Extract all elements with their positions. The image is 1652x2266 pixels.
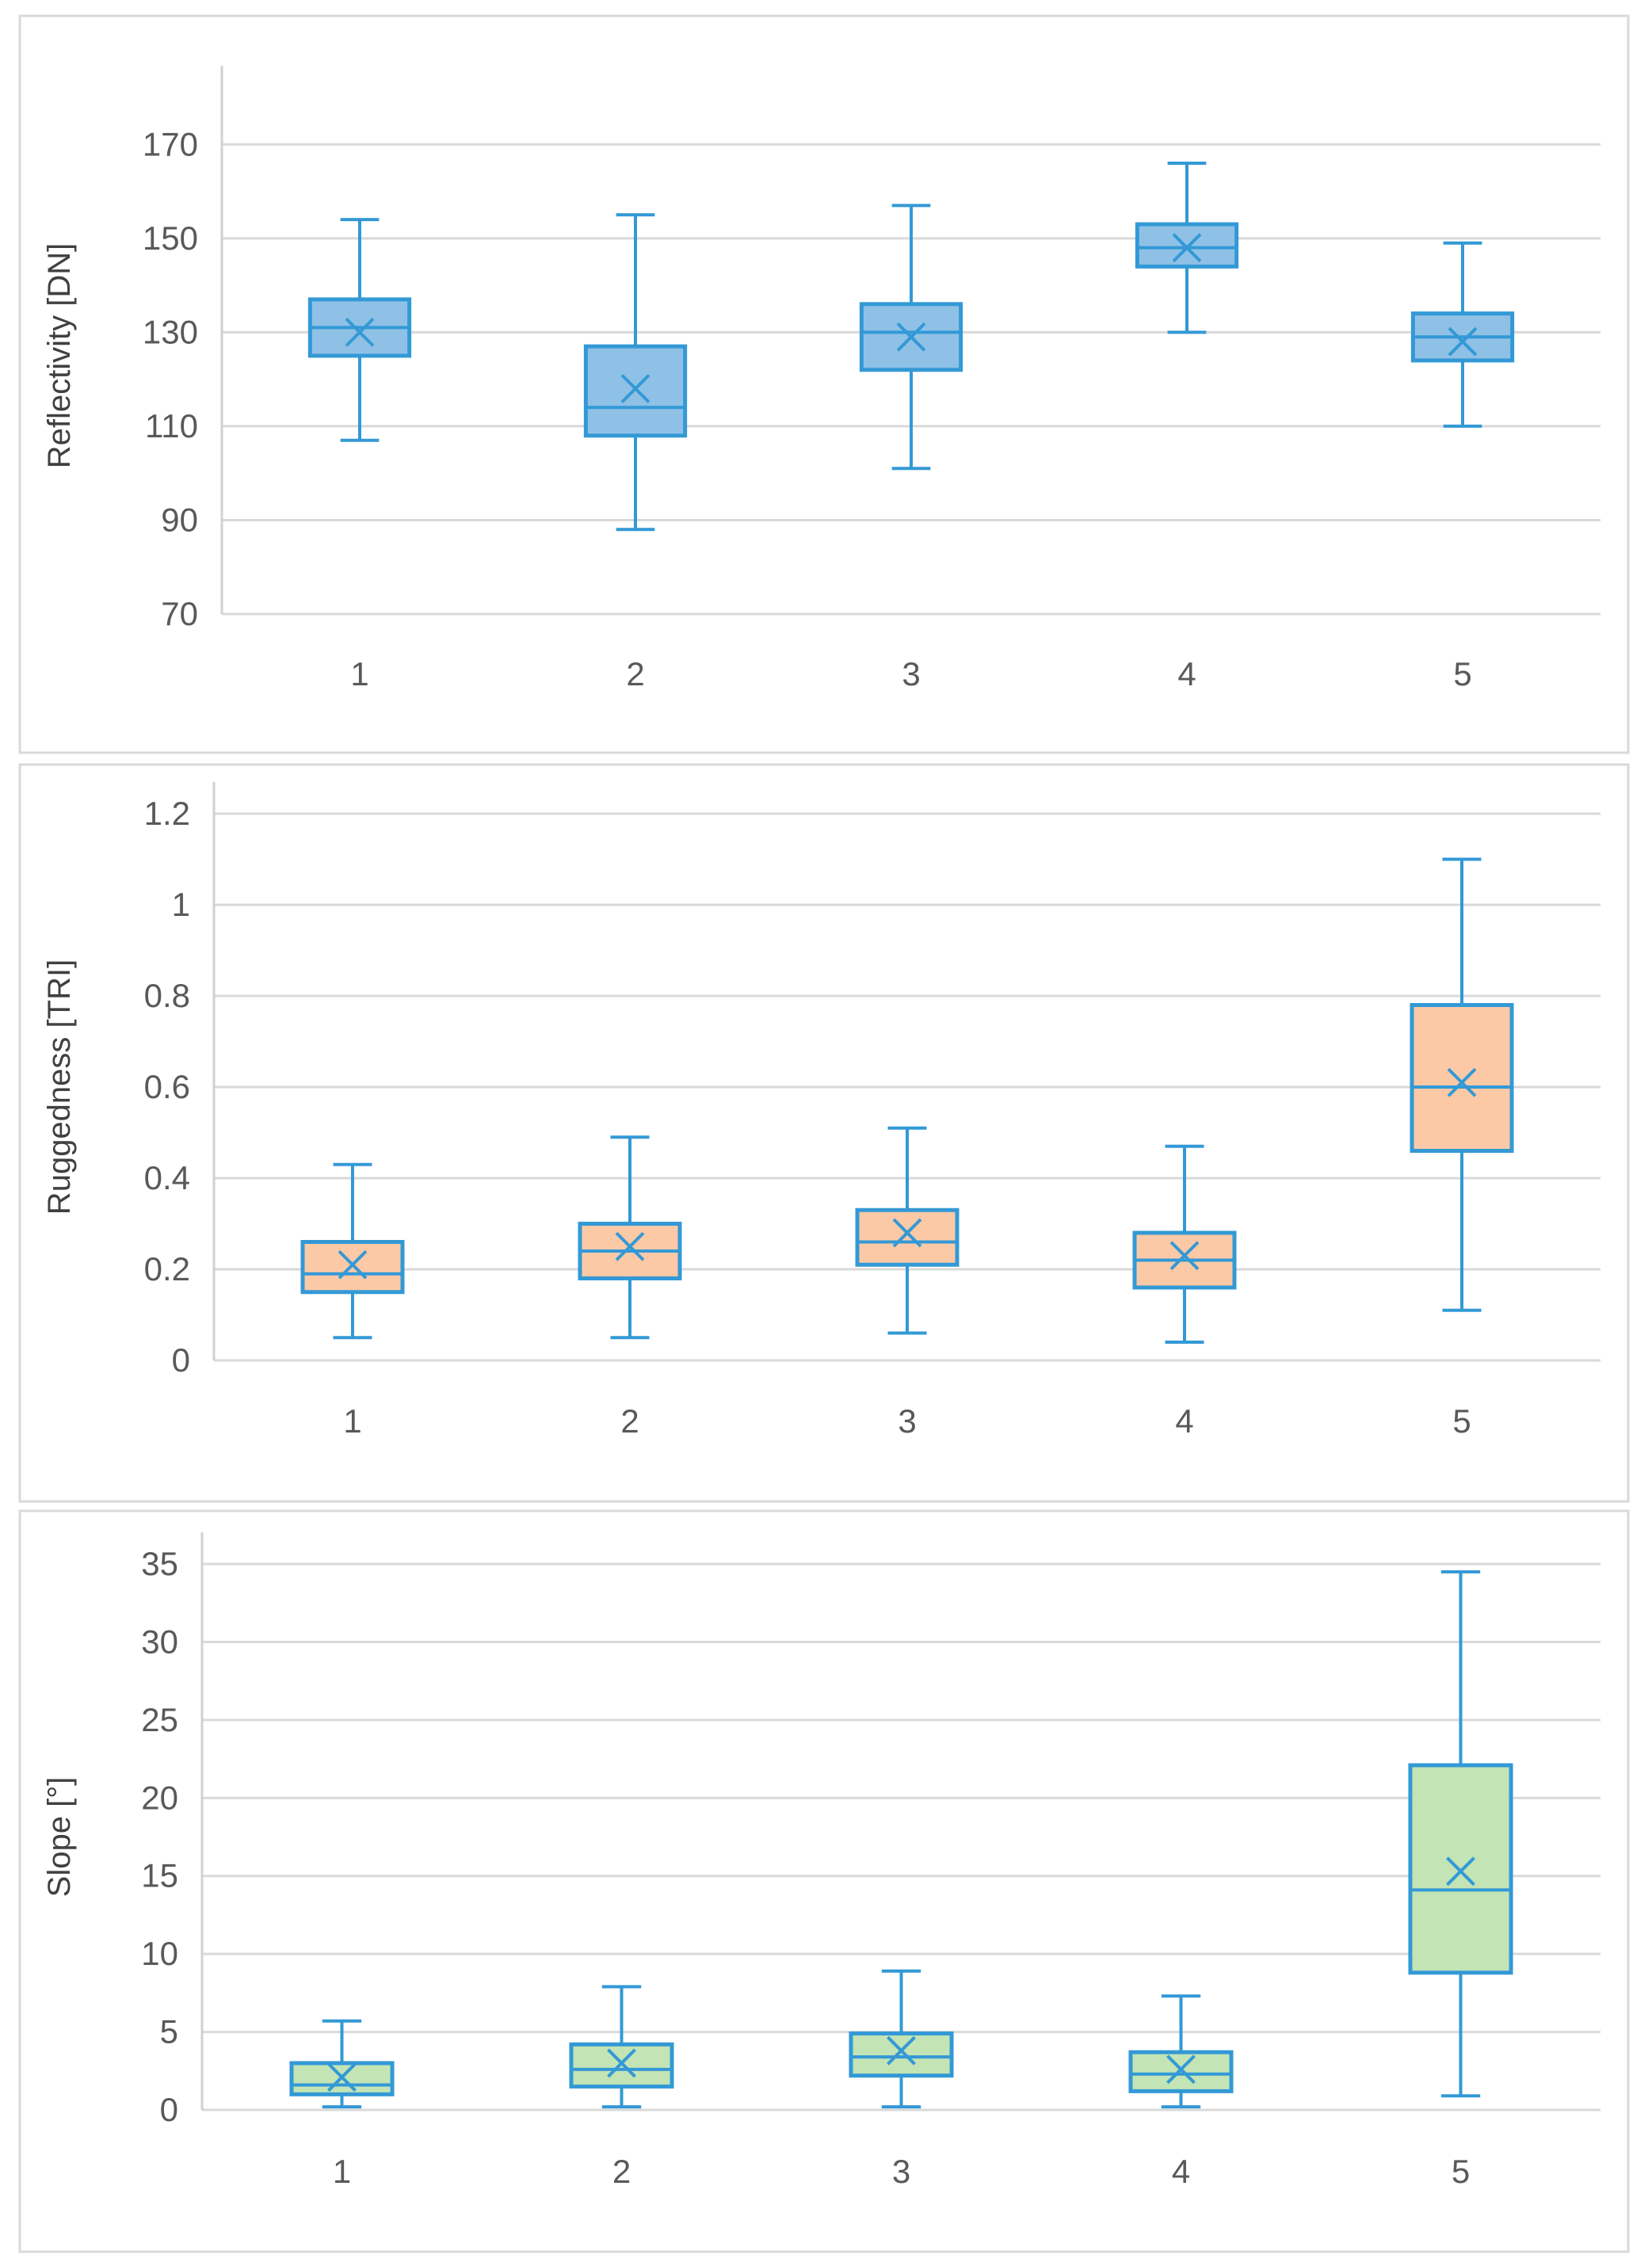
slope-x-tick-label: 2 [612, 2153, 631, 2190]
reflectivity-panel-frame [18, 14, 1630, 754]
mean-marker [1169, 1241, 1200, 1271]
mean-marker [620, 374, 650, 403]
reflectivity-y-tick-label: 90 [161, 501, 198, 538]
iqr-box [855, 1207, 960, 1267]
mean-marker [327, 2062, 357, 2092]
reflectivity-box-5 [1410, 241, 1515, 428]
slope-x-tick-label: 5 [1452, 2153, 1470, 2190]
ruggedness-y-tick-label: 1 [172, 886, 190, 923]
slope-box-4 [1128, 1994, 1234, 2109]
slope-panel: 0 5 10 15 20 25 30 35 Slope [°] 1 2 3 4 5 [18, 1509, 1630, 2253]
slope-box-5 [1408, 1570, 1513, 2098]
ruggedness-y-tick-label: 0 [172, 1341, 190, 1379]
ruggedness-box-4 [1132, 1144, 1237, 1344]
slope-y-tick-label: 20 [141, 1779, 178, 1816]
iqr-box [289, 2061, 395, 2096]
slope-y-tick-label: 15 [141, 1857, 178, 1894]
reflectivity-x-tick-label: 2 [626, 655, 644, 692]
reflectivity-panel: 70 90 110 130 150 170 Reflectivity [DN] 1 2 3 4 5 [18, 14, 1630, 754]
slope-y-tick-label: 10 [141, 1935, 178, 1972]
ruggedness-x-tick-label: 2 [620, 1402, 639, 1440]
slope-y-tick-label: 5 [160, 2013, 178, 2050]
mean-marker [1446, 1856, 1475, 1886]
mean-marker [1447, 1067, 1477, 1097]
iqr-box [583, 344, 688, 438]
mean-marker [887, 2035, 916, 2066]
mean-marker [345, 317, 375, 347]
mean-marker [892, 1218, 922, 1248]
reflectivity-box-2 [583, 213, 688, 532]
reflectivity-x-tick-label: 1 [350, 655, 368, 692]
ruggedness-box-2 [578, 1135, 682, 1340]
reflectivity-box-3 [859, 204, 963, 471]
reflectivity-y-tick-label: 130 [143, 313, 198, 350]
ruggedness-box-1 [300, 1162, 405, 1340]
ruggedness-y-tick-label: 0.2 [144, 1250, 190, 1288]
reflectivity-x-tick-label: 4 [1177, 655, 1196, 692]
iqr-box [1128, 2050, 1234, 2093]
reflectivity-y-axis-title: Reflectivity [DN] [42, 243, 77, 469]
iqr-box [1410, 1003, 1514, 1153]
ruggedness-y-tick-label: 0.6 [144, 1068, 190, 1105]
mean-marker [607, 2048, 636, 2078]
slope-y-tick-label: 0 [160, 2091, 178, 2128]
mean-marker [1172, 233, 1202, 263]
iqr-box [859, 302, 963, 372]
mean-marker [1448, 326, 1478, 357]
slope-x-tick-label: 4 [1172, 2153, 1190, 2190]
ruggedness-box-5 [1410, 857, 1514, 1312]
slope-x-tick-label: 3 [892, 2153, 910, 2190]
reflectivity-y-tick-label: 110 [145, 407, 198, 444]
slope-panel-frame [18, 1509, 1630, 2253]
slope-y-tick-label: 25 [141, 1701, 178, 1738]
mean-marker [338, 1249, 368, 1280]
reflectivity-x-tick-label: 3 [902, 655, 920, 692]
reflectivity-y-tick-label: 150 [143, 219, 198, 257]
iqr-box [849, 2031, 954, 2078]
ruggedness-y-axis-title: Ruggedness [TRI] [42, 959, 77, 1215]
iqr-box [1135, 222, 1239, 269]
reflectivity-y-tick-label: 170 [143, 125, 198, 162]
ruggedness-panel: 0 0.2 0.4 0.6 0.8 1 1.2 Ruggedness [TRI] 1 2 3 4 5 [18, 763, 1630, 1503]
reflectivity-x-tick-label: 5 [1453, 655, 1471, 692]
ruggedness-box-3 [855, 1126, 960, 1335]
iqr-box [1408, 1763, 1513, 1975]
slope-box-1 [289, 2019, 395, 2109]
ruggedness-x-tick-label: 4 [1175, 1402, 1193, 1440]
slope-y-axis-title: Slope [°] [42, 1777, 77, 1898]
ruggedness-x-tick-label: 5 [1452, 1402, 1471, 1440]
ruggedness-panel-frame [18, 763, 1630, 1503]
slope-box-3 [849, 1969, 954, 2109]
slope-y-tick-label: 30 [141, 1623, 178, 1660]
ruggedness-y-tick-label: 1.2 [144, 795, 190, 832]
slope-y-tick-label: 35 [141, 1545, 178, 1582]
mean-marker [896, 322, 926, 352]
ruggedness-y-tick-label: 0.4 [144, 1159, 190, 1196]
iqr-box [300, 1240, 405, 1295]
iqr-box [569, 2042, 674, 2089]
mean-marker [1166, 2054, 1196, 2085]
mean-marker [615, 1231, 645, 1261]
reflectivity-box-1 [307, 218, 412, 442]
ruggedness-y-tick-label: 0.8 [144, 977, 190, 1014]
ruggedness-x-tick-label: 1 [343, 1402, 361, 1440]
reflectivity-y-tick-label: 70 [161, 595, 198, 632]
reflectivity-box-4 [1135, 161, 1239, 334]
slope-x-tick-label: 1 [333, 2153, 351, 2190]
ruggedness-x-tick-label: 3 [898, 1402, 916, 1440]
slope-box-2 [569, 1985, 674, 2109]
